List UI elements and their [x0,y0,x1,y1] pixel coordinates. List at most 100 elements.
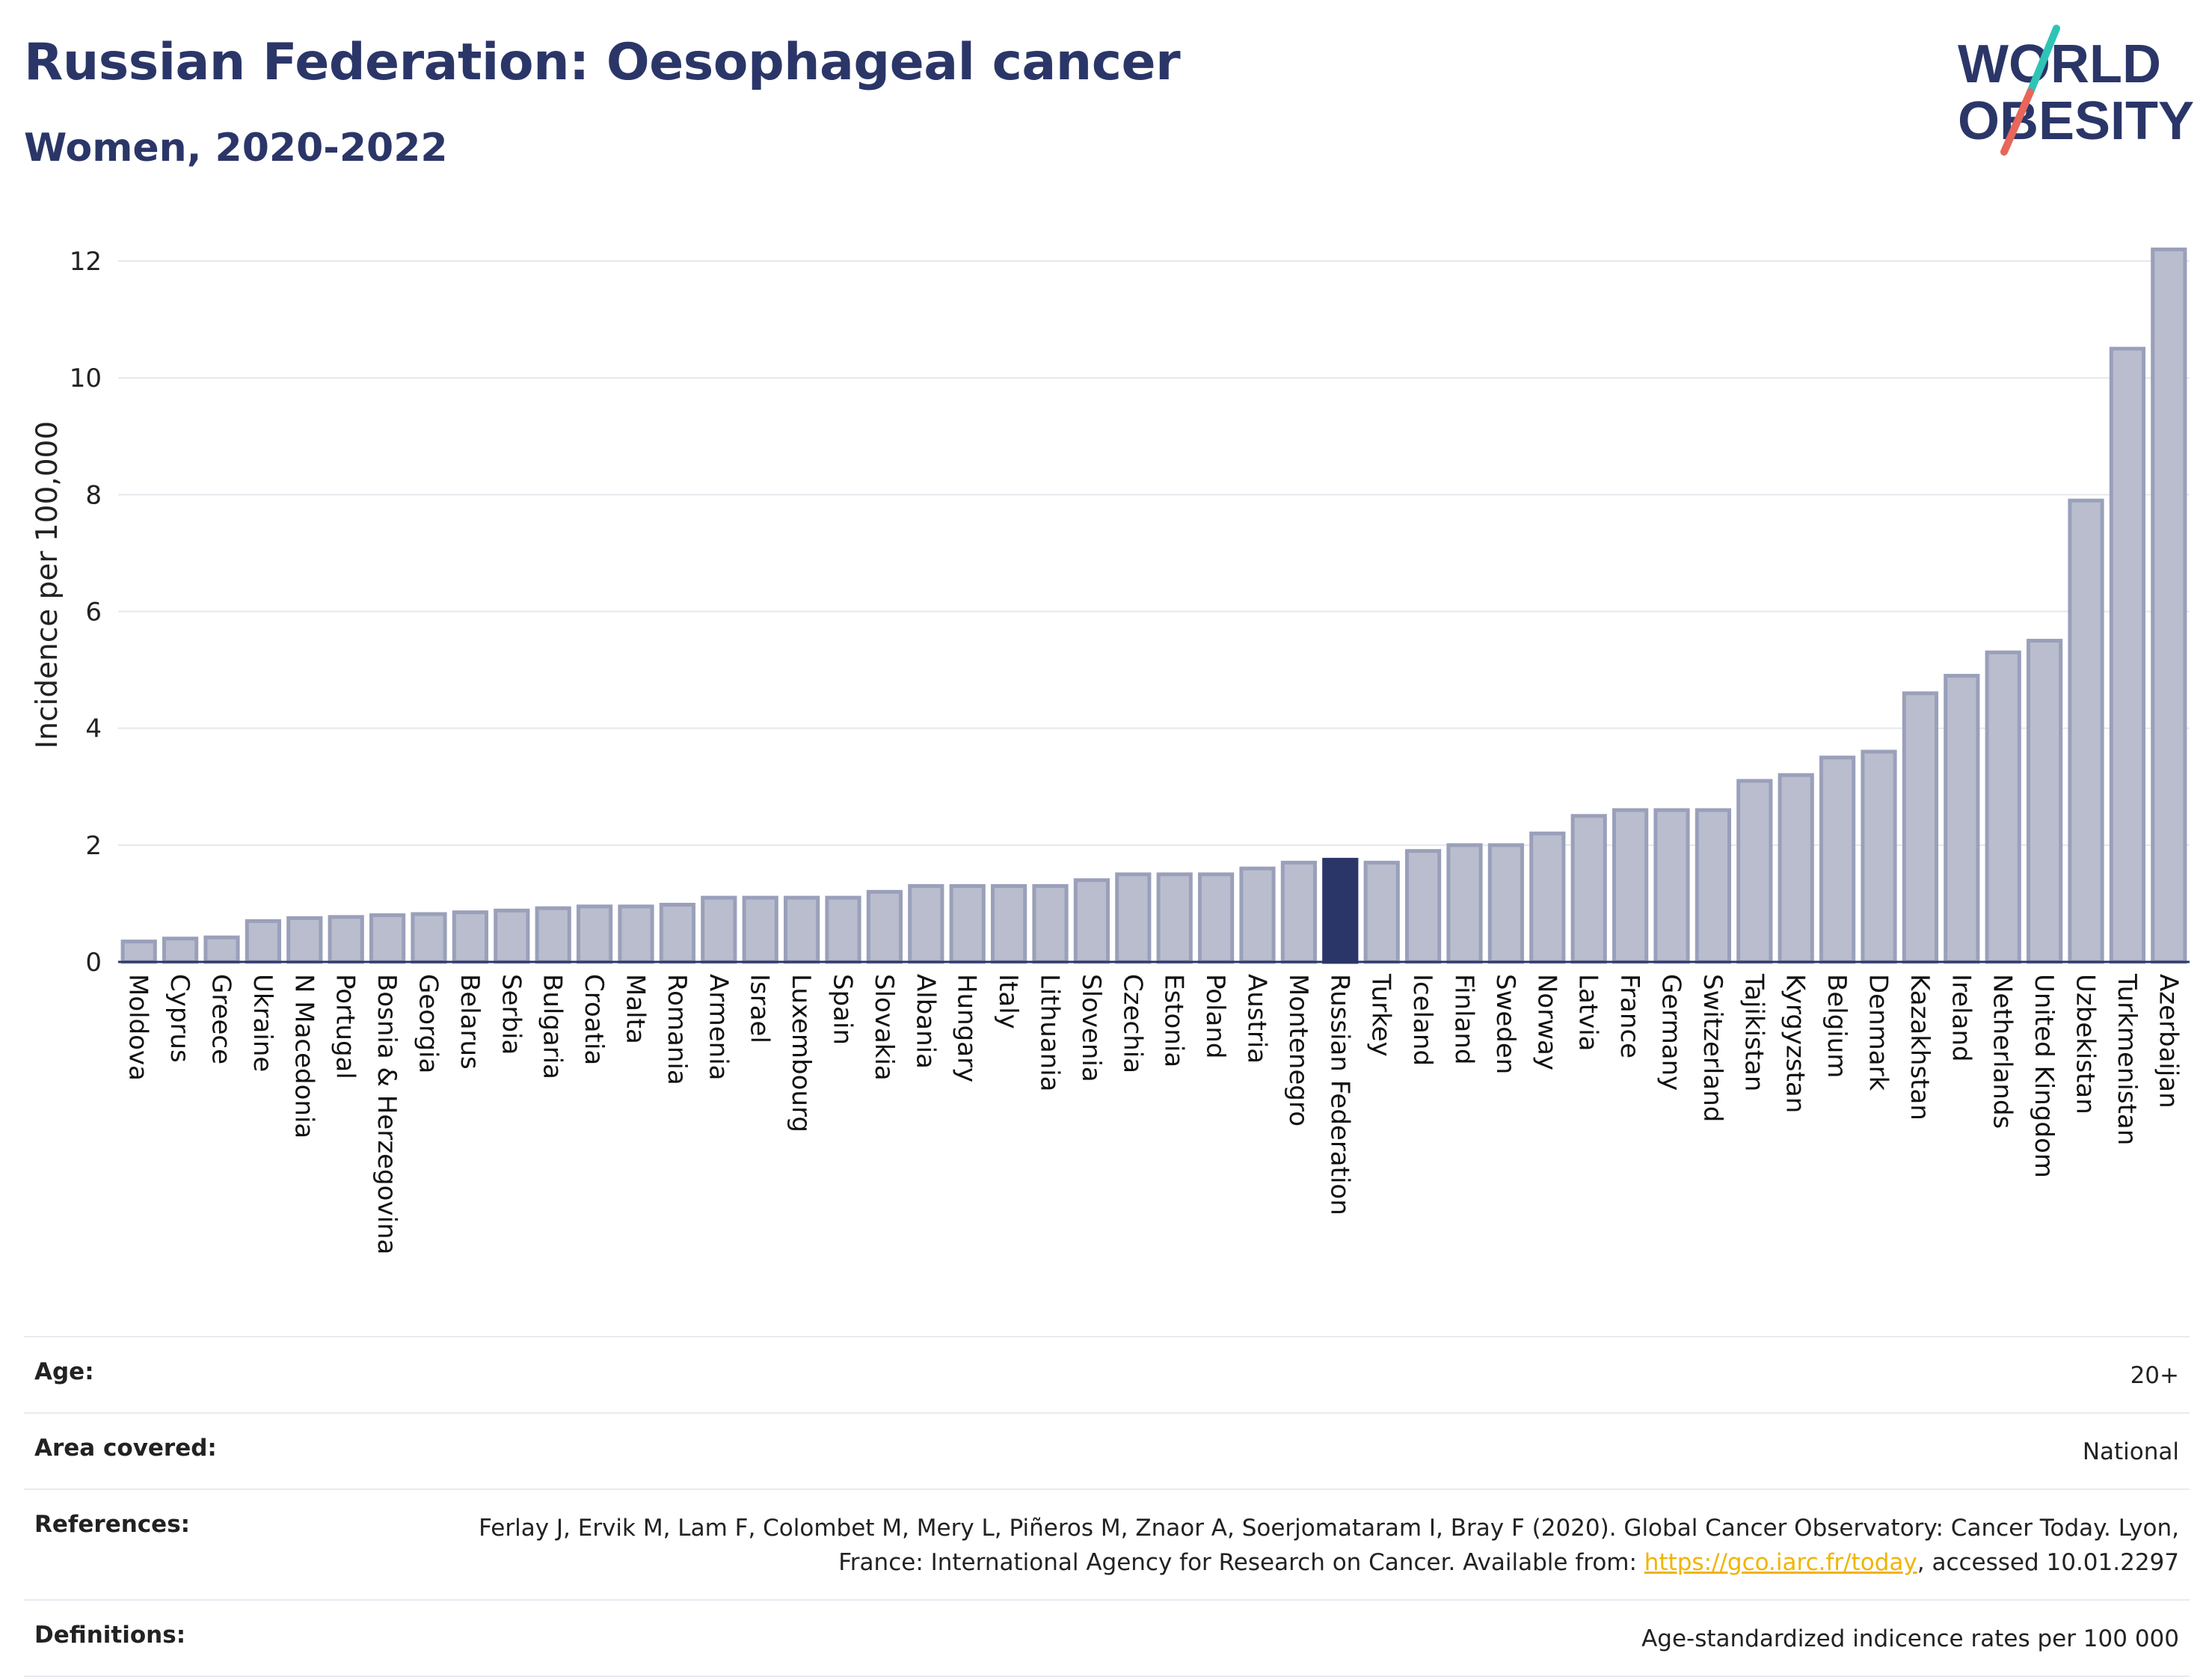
y-axis-title: Incidence per 100,000 [31,421,64,749]
x-tick-label: Armenia [703,974,733,1081]
bar [990,883,1027,964]
bar [1322,857,1359,964]
x-tick-label: Czechia [1117,974,1147,1073]
bar [742,895,778,964]
y-tick-label: 10 [70,364,102,393]
bar [701,895,737,964]
x-tick-label: Bosnia & Herzegovina [372,974,402,1254]
bar [494,908,530,964]
x-tick-label: Hungary [952,974,982,1082]
bar [2151,247,2187,964]
x-tick-label: Poland [1200,974,1230,1059]
x-tick-label: Cyprus [165,974,194,1063]
info-row-definitions: Definitions: Age-standardized indicence … [24,1599,2190,1677]
y-axis-ticks: 0 2 4 6 8 10 12 [70,247,102,978]
bar [452,910,489,964]
x-tick-label: Croatia [579,974,609,1065]
x-tick-label: France [1615,974,1644,1058]
bar [1073,878,1110,964]
bar [411,912,447,964]
bar [1363,860,1400,964]
bar [369,913,406,964]
bar [618,904,654,964]
x-tick-label: Belgium [1822,974,1852,1078]
bar [866,889,903,964]
y-tick-label: 12 [70,247,102,277]
x-tick-label: Montenegro [1283,974,1313,1126]
bar [1280,860,1318,964]
bar [286,916,323,964]
bar [535,906,571,964]
x-tick-label: Albania [910,974,940,1069]
bar [1778,773,1814,964]
x-tick-label: Uzbekistan [2071,974,2101,1115]
x-tick-label: Germany [1656,974,1686,1091]
info-value-age: 20+ [2130,1362,2179,1389]
x-tick-label: Denmark [1864,974,1893,1091]
bar-chart: 0 2 4 6 8 10 12 Incidence per 100,000 Moldova C… [31,247,2190,1254]
x-tick-label: Kyrgyzstan [1781,974,1810,1113]
x-tick-label: Estonia [1159,974,1189,1067]
x-axis-labels: Moldova Cyprus Greece Ukraine N Macedonia Por… [123,973,2184,1254]
y-tick-label: 6 [85,598,102,628]
x-tick-label: Finland [1449,974,1479,1065]
bar [1032,883,1069,964]
bar [1156,872,1193,964]
info-value-references: Ferlay J, Ervik M, Lam F, Colombet M, Me… [459,1511,2179,1580]
logo-slash-bottom [2000,88,2034,156]
references-text: Ferlay J, Ervik M, Lam F, Colombet M, Me… [479,1515,2179,1576]
x-tick-label: Ukraine [248,974,277,1072]
world-obesity-logo: WORLD OBESITY [1958,25,2194,156]
bar [1861,749,1897,964]
y-tick-label: 8 [85,480,102,510]
x-tick-label: Turkey [1366,973,1396,1057]
info-label-references: References: [34,1511,191,1538]
x-tick-label: Ireland [1946,974,1976,1062]
bar [1819,755,1856,964]
bar [1653,808,1690,964]
bar [2109,346,2146,964]
references-link[interactable]: https://gco.iarc.fr/today [1644,1549,1917,1576]
bar [1487,843,1525,964]
x-tick-label: Spain [828,974,858,1045]
bar [659,902,696,964]
bar [1239,866,1276,964]
logo-slash-top [2027,25,2060,96]
x-tick-label: Slovakia [869,974,899,1081]
y-tick-label: 2 [85,831,102,861]
logo-line2: OBESITY [1958,91,2194,151]
x-tick-label: Luxembourg [786,974,816,1132]
bar [1197,872,1235,964]
info-label-area: Area covered: [34,1435,217,1462]
bar [576,904,613,964]
info-table: Age: 20+ Area covered: National Referenc… [24,1336,2190,1677]
bar [162,936,199,964]
bar [1446,843,1483,964]
x-tick-label: Norway [1531,974,1561,1070]
x-tick-label: Israel [745,974,775,1043]
x-tick-label: Greece [206,974,236,1064]
bar [1902,691,1939,964]
chart-title: Russian Federation: Oesophageal cancer [24,33,1181,92]
x-tick-label: Italy [993,974,1023,1029]
bar [245,919,282,964]
x-tick-label: Turkmenistan [2112,973,2142,1145]
x-tick-label: Kazakhstan [1905,974,1935,1120]
bar [1695,808,1732,964]
bar [949,883,986,964]
bar [203,935,240,964]
bar [1736,779,1773,964]
info-value-area: National [2082,1438,2179,1465]
x-tick-label: United Kingdom [2029,974,2059,1178]
logo-line1: WORLD [1958,34,2161,94]
x-tick-label: Russian Federation [1324,974,1354,1215]
bar [1404,849,1442,964]
bar [120,939,157,964]
x-tick-label: Netherlands [1988,974,2018,1129]
info-label-age: Age: [34,1358,94,1385]
bar [1570,814,1607,964]
bar [328,915,364,964]
x-tick-label: Tajikistan [1739,973,1769,1091]
x-tick-label: Switzerland [1698,974,1727,1122]
x-tick-label: Azerbaijan [2153,974,2183,1109]
